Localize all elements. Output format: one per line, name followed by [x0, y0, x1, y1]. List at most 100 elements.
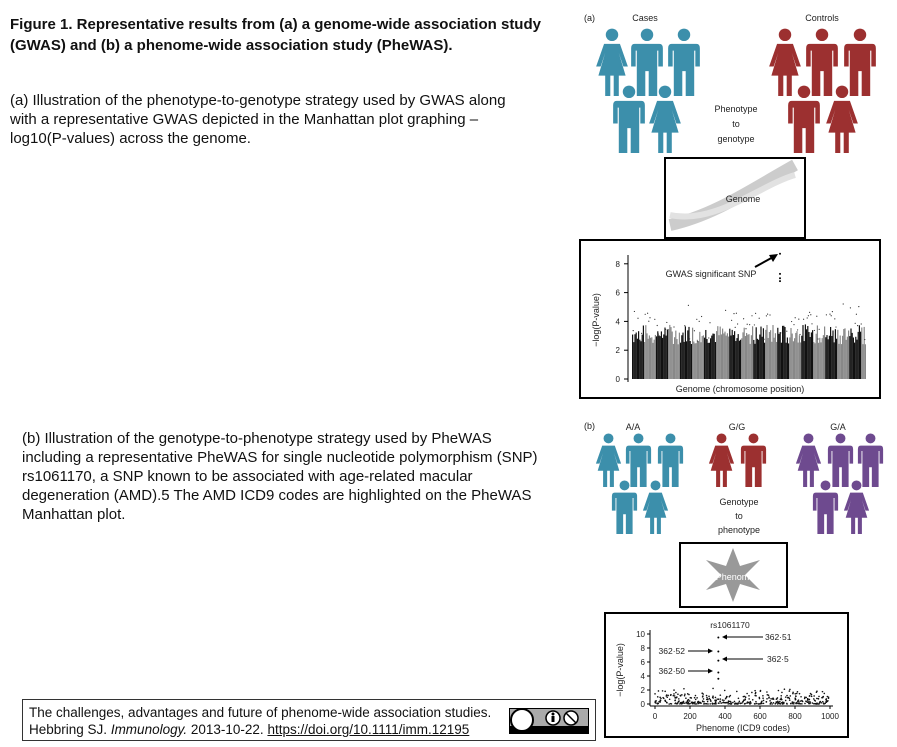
x-tick-label: 600 — [753, 712, 767, 721]
phewas-dot — [685, 697, 687, 700]
citation-link[interactable]: https://doi.org/10.1111/imm.12195 — [267, 722, 470, 737]
phewas-dot — [712, 697, 714, 699]
phewas-dot — [703, 700, 705, 703]
phewas-dot — [701, 692, 704, 695]
citation: The challenges, advantages and future of… — [22, 699, 596, 741]
phewas-dot — [825, 698, 828, 700]
phewas-dot — [686, 693, 689, 695]
phewas-dot — [738, 700, 741, 703]
phewas-dot — [808, 698, 811, 701]
phewas-dot — [694, 698, 697, 701]
phewas-dot — [695, 703, 698, 705]
phewas-dot — [670, 693, 672, 696]
phewas-dot — [772, 698, 775, 700]
phewas-dot — [668, 698, 671, 701]
manhattan-noise — [670, 327, 672, 379]
manhattan-noise — [692, 327, 694, 379]
phewas-dot — [674, 699, 677, 701]
manhattan-noise — [760, 326, 762, 379]
manhattan-dot — [644, 313, 646, 315]
manhattan-noise — [634, 334, 636, 379]
flow-text: genotype — [717, 134, 754, 144]
manhattan-noise — [863, 326, 865, 379]
manhattan-noise — [736, 338, 738, 379]
manhattan-noise — [782, 325, 784, 379]
manhattan-noise — [635, 332, 637, 379]
phewas-dot — [714, 699, 717, 702]
phewas-dot — [818, 702, 821, 705]
phewas-dot — [657, 702, 660, 705]
phewas-dot — [755, 702, 758, 705]
manhattan-noise — [658, 335, 660, 379]
manhattan-noise — [801, 335, 803, 379]
phewas-dot — [749, 703, 751, 705]
manhattan-dot — [637, 317, 639, 319]
manhattan-noise — [740, 339, 742, 379]
phewas-dot — [717, 698, 720, 700]
phewas-dot — [755, 700, 757, 703]
phewas-dot — [816, 690, 818, 693]
annotation: 362·52 — [659, 646, 686, 656]
manhattan-dot — [673, 326, 675, 328]
box-label: Phenome — [716, 572, 755, 582]
group-label: Cases — [632, 13, 658, 23]
manhattan-noise — [672, 343, 674, 379]
y-tick-label: 2 — [616, 346, 621, 355]
manhattan-dot — [734, 326, 736, 328]
manhattan-noise — [644, 342, 646, 379]
y-tick-label: 8 — [616, 260, 621, 269]
manhattan-noise — [732, 335, 734, 379]
phewas-dot — [767, 694, 770, 697]
phewas-dot — [791, 702, 794, 705]
phewas-dot — [732, 701, 734, 704]
person-icon — [631, 28, 663, 96]
phewas-dot — [728, 695, 731, 698]
phewas-dot — [681, 701, 683, 704]
dna-helix — [669, 172, 796, 220]
manhattan-noise — [743, 327, 745, 379]
phewas-dot — [744, 698, 747, 700]
phewas-dot — [771, 703, 773, 705]
phewas-dot — [688, 693, 690, 696]
manhattan-noise — [701, 336, 703, 379]
manhattan-noise — [789, 337, 791, 379]
phewas-dot — [758, 697, 761, 700]
manhattan-dot — [745, 328, 747, 330]
x-tick-label: 200 — [683, 712, 697, 721]
manhattan-dot — [857, 325, 859, 327]
manhattan-noise — [766, 324, 768, 379]
phewas-dot — [780, 697, 782, 699]
phewas-dot — [810, 693, 813, 696]
manhattan-noise — [666, 329, 668, 379]
manhattan-noise — [705, 329, 707, 379]
manhattan-dot — [665, 328, 667, 331]
phewas-dot — [675, 696, 678, 699]
phewas-dot — [798, 692, 801, 695]
phewas-dot — [677, 701, 679, 704]
panel-label: (b) — [584, 421, 595, 431]
phewas-dot — [807, 702, 810, 704]
manhattan-dot — [746, 323, 748, 325]
phewas-dot — [765, 701, 768, 703]
person-icon — [596, 28, 628, 96]
manhattan-noise — [842, 335, 844, 379]
manhattan-dot — [794, 317, 796, 319]
manhattan-noise — [822, 335, 824, 379]
manhattan-noise — [656, 336, 658, 379]
manhattan-noise — [809, 336, 811, 379]
phewas-dot — [676, 702, 679, 705]
manhattan-dot — [809, 311, 811, 313]
phewas-dot — [688, 700, 691, 702]
manhattan-dot — [769, 314, 771, 316]
manhattan-dot — [830, 315, 832, 317]
phewas-dot — [742, 695, 745, 698]
annotation: 362·51 — [765, 632, 792, 642]
manhattan-noise — [749, 343, 751, 379]
x-axis-label: Genome (chromosome position) — [676, 384, 805, 394]
phewas-dot — [746, 701, 749, 703]
manhattan-dot — [701, 315, 703, 318]
manhattan-noise — [700, 342, 702, 379]
phewas-dot — [728, 702, 731, 705]
manhattan-dot — [649, 317, 651, 319]
phewas-dot — [729, 701, 732, 703]
